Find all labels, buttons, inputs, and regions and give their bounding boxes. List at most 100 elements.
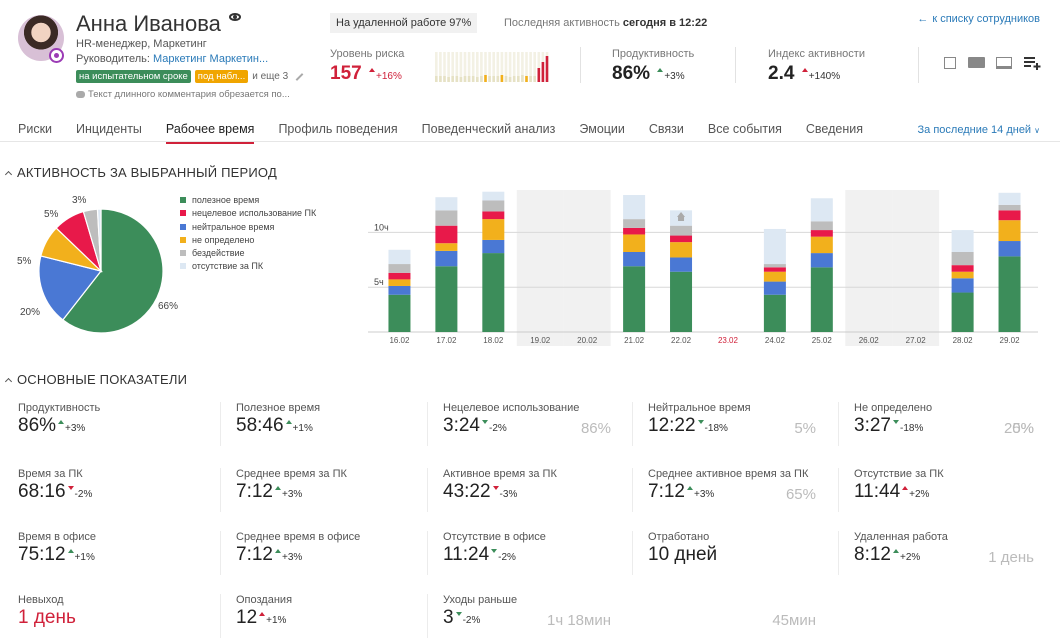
legend-item: полезное время — [180, 195, 316, 208]
sparkline-track — [533, 52, 536, 82]
tab-emotions[interactable]: Эмоции — [579, 122, 625, 136]
metric-value: 3:24 -2% — [443, 415, 507, 437]
risk-delta: +16% — [375, 71, 402, 82]
metric-delta-text: +3% — [281, 552, 303, 563]
bar-segment-neutral — [482, 239, 505, 254]
bar-segment-neutral — [951, 278, 974, 293]
metric-delta: -2% — [481, 420, 507, 434]
sparkline-bar — [537, 68, 541, 82]
tab-work-time[interactable]: Рабочее время — [165, 122, 255, 144]
daily-activity-chart: 10ч 5ч 16.02 17.02 18.02 19.02 20.02 21.02 22.02… — [368, 190, 1038, 346]
arrow-down-icon — [67, 486, 74, 490]
metric-value: 1 день — [18, 607, 76, 629]
tab-connections[interactable]: Связи — [648, 122, 684, 136]
metric-value: 7:12 +3% — [236, 481, 302, 503]
divider — [427, 594, 428, 638]
weekend-shade — [563, 190, 611, 346]
period-label: За последние 14 дней — [917, 124, 1032, 136]
metric-label: Время в офисе — [18, 531, 96, 543]
metric-delta: +3% — [58, 420, 85, 434]
tab-incidents[interactable]: Инциденты — [76, 122, 142, 136]
sparkline-bar — [471, 76, 475, 82]
sparkline-bar — [508, 77, 512, 82]
sparkline-track — [529, 52, 532, 82]
metric-label: Удаленная работа — [854, 531, 948, 543]
checkbox-icon[interactable] — [944, 57, 956, 69]
add-to-list-icon[interactable] — [1023, 55, 1041, 71]
metric-share: 65% — [785, 486, 816, 503]
bar-segment-idle — [388, 264, 411, 273]
bar-segment-nonpurpose — [435, 225, 458, 244]
metric-value: 75:12 +1% — [18, 544, 95, 566]
x-tick-label: 18.02 — [483, 336, 504, 345]
manager-link[interactable]: Маркетинг Маркетин... — [153, 53, 269, 65]
arrow-down-icon — [491, 549, 498, 553]
sparkline-bar — [451, 76, 454, 82]
legend-item: нейтральное время — [180, 222, 316, 235]
bar-segment-idle — [951, 251, 974, 266]
comment[interactable]: Текст длинного комментария обрезается по… — [76, 89, 290, 100]
main-section-title[interactable]: ОСНОВНЫЕ ПОКАЗАТЕЛИ — [4, 372, 187, 387]
metric-number: 3 — [443, 607, 454, 628]
arrow-up-icon — [259, 612, 266, 616]
divider — [838, 468, 839, 512]
tab-behavior-profile[interactable]: Профиль поведения — [278, 122, 398, 136]
tab-all-events[interactable]: Все события — [707, 122, 782, 136]
bar-segment-undefined — [998, 220, 1021, 242]
pie-label-nonpurpose: 5% — [44, 209, 59, 220]
legend-label: бездействие — [192, 248, 245, 259]
metric-share: 1ч 18мин — [547, 612, 611, 629]
sparkline-track — [451, 52, 454, 82]
monitor-icon[interactable] — [996, 57, 1012, 69]
y-tick-label: 10ч — [374, 222, 389, 232]
x-tick-label: 19.02 — [530, 336, 551, 345]
activity-section-title[interactable]: АКТИВНОСТЬ ЗА ВЫБРАННЫЙ ПЕРИОД — [4, 165, 277, 180]
tag-probation[interactable]: на испытательном сроке — [76, 70, 191, 83]
pie-label-idle: 3% — [72, 195, 87, 206]
metric-delta: +3% — [686, 486, 714, 500]
metric-delta-text: +2% — [909, 489, 930, 500]
sparkline-bar — [488, 76, 491, 82]
video-icon[interactable] — [968, 57, 985, 68]
bar-segment-neutral — [670, 257, 693, 272]
metric-label: Среднее активное время за ПК — [648, 468, 809, 480]
tag-monitoring[interactable]: под набл... — [194, 70, 249, 83]
period-select[interactable]: За последние 14 дней ∨ — [918, 124, 1040, 136]
back-to-list-link[interactable]: ← к списку сотрудников — [917, 13, 1040, 25]
legend-label: нейтральное время — [192, 221, 275, 232]
bar-segment-neutral — [763, 281, 786, 295]
divider — [220, 402, 221, 446]
legend-swatch-idle — [180, 250, 186, 257]
arrow-up-icon — [274, 549, 281, 553]
weekend-shade — [892, 190, 940, 346]
x-tick-label: 26.02 — [859, 336, 880, 345]
divider — [838, 402, 839, 446]
bar-segment-nonpurpose — [951, 265, 974, 272]
pencil-icon[interactable] — [295, 72, 304, 81]
legend-swatch-useful — [180, 197, 186, 203]
sparkline-track — [476, 52, 479, 82]
divider — [838, 531, 839, 575]
bar-segment-absent — [951, 230, 974, 252]
tab-risks[interactable]: Риски — [18, 122, 53, 136]
x-tick-label: 22.02 — [671, 336, 692, 345]
tab-info[interactable]: Сведения — [805, 122, 863, 136]
comment-icon — [76, 91, 85, 98]
eye-icon[interactable] — [229, 13, 241, 21]
tab-behavior-analysis[interactable]: Поведенческий анализ — [421, 122, 556, 136]
x-tick-label: 27.02 — [906, 336, 927, 345]
bar-segment-neutral — [623, 251, 646, 267]
arrow-up-icon — [686, 486, 693, 490]
risk-label: Уровень риска — [330, 48, 405, 60]
metric-label: Среднее время в офисе — [236, 531, 361, 543]
activity-index-number: 2.4 — [768, 63, 795, 84]
sparkline-track — [496, 52, 500, 82]
metric-label: Продуктивность — [18, 402, 101, 414]
tabs-divider — [0, 141, 1060, 142]
sparkline-track — [537, 52, 541, 82]
bar-segment-absent — [482, 191, 505, 201]
more-tags-link[interactable]: и еще 3 — [252, 71, 289, 82]
legend-label: не определено — [192, 234, 255, 245]
sparkline-track — [525, 52, 528, 82]
metric-delta-text: -2% — [488, 423, 507, 434]
